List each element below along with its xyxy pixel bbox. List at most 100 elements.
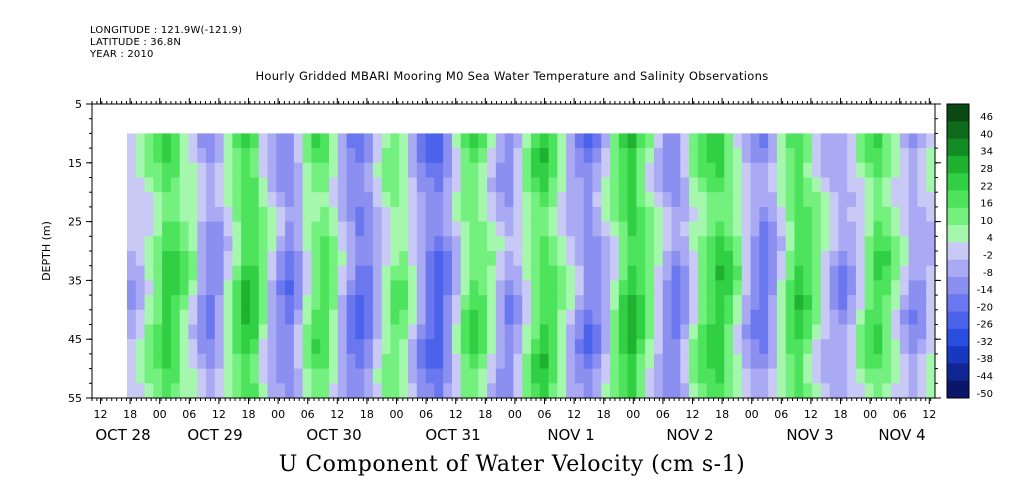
heatmap-cell (214, 236, 225, 252)
heatmap-cell (531, 251, 541, 267)
heatmap-cell (258, 280, 269, 296)
heatmap-cell (882, 265, 892, 281)
heatmap-cell (662, 148, 673, 164)
heatmap-cell (855, 383, 866, 399)
heatmap-cell (891, 295, 901, 311)
heatmap-cell (671, 368, 681, 384)
heatmap-cell (399, 251, 409, 267)
heatmap-cell (364, 309, 374, 326)
heatmap-cell (820, 353, 831, 370)
heatmap-cell (162, 236, 172, 252)
heatmap-cell (495, 236, 506, 252)
heatmap-cell (855, 353, 866, 370)
heatmap-cell (135, 368, 146, 384)
heatmap-cell (267, 221, 277, 237)
heatmap-cell (680, 251, 690, 267)
heatmap-cell (917, 383, 927, 399)
heatmap-cell (636, 280, 646, 296)
heatmap-cell (408, 324, 418, 340)
heatmap-cell (671, 206, 681, 223)
x-hour-label: 12 (330, 408, 344, 421)
heatmap-cell (337, 295, 348, 311)
y-tick-label: 45 (68, 333, 82, 346)
heatmap-cell (574, 309, 585, 326)
heatmap-cell (320, 265, 330, 281)
heatmap-cell (759, 309, 769, 326)
heatmap-cell (882, 324, 892, 340)
heatmap-cell (451, 221, 462, 237)
heatmap-cell (653, 383, 664, 399)
heatmap-cell (873, 280, 883, 296)
heatmap-cell (425, 295, 435, 311)
heatmap-cell (372, 251, 383, 267)
heatmap-cell (548, 265, 558, 281)
heatmap-cell (522, 339, 532, 355)
heatmap-cell (241, 339, 251, 355)
heatmap-cell (241, 148, 251, 164)
heatmap-cell (179, 251, 190, 267)
heatmap-cell (390, 162, 400, 179)
heatmap-cell (645, 148, 655, 164)
heatmap-cell (223, 280, 233, 296)
heatmap-cell (249, 177, 260, 193)
heatmap-cell (329, 368, 339, 384)
heatmap-cell (249, 339, 260, 355)
x-hour-label: 12 (567, 408, 581, 421)
heatmap-cell (671, 221, 681, 237)
heatmap-cell (188, 280, 198, 296)
colorbar-swatch (947, 259, 969, 278)
heatmap-cell (188, 265, 198, 281)
heatmap-cell (680, 353, 690, 370)
heatmap-cell (451, 324, 462, 340)
heatmap-cell (803, 148, 813, 164)
heatmap-cell (355, 206, 365, 223)
heatmap-cell (206, 251, 216, 267)
heatmap-cell (416, 309, 427, 326)
heatmap-cell (785, 251, 796, 267)
heatmap-cell (548, 309, 558, 326)
heatmap-cell (574, 162, 585, 179)
heatmap-cell (276, 177, 286, 193)
heatmap-cell (689, 251, 699, 267)
heatmap-cell (776, 236, 787, 252)
heatmap-cell (610, 368, 620, 384)
colorbar-label: -50 (977, 389, 993, 400)
heatmap-cell (399, 353, 409, 370)
heatmap-cell (214, 133, 225, 149)
heatmap-cell (170, 324, 181, 340)
heatmap-cell (706, 295, 717, 311)
heatmap-cell (329, 280, 339, 296)
heatmap-cell (372, 206, 383, 223)
heatmap-cell (329, 206, 339, 223)
x-hour-label: 06 (656, 408, 670, 421)
heatmap-cell (478, 251, 488, 267)
heatmap-cell (381, 324, 392, 340)
heatmap-cell (179, 192, 190, 208)
heatmap-cell (408, 206, 418, 223)
heatmap-cell (302, 324, 313, 340)
heatmap-cell (864, 339, 875, 355)
heatmap-cell (899, 383, 910, 399)
heatmap-cell (715, 339, 725, 355)
x-hour-label: 06 (893, 408, 907, 421)
heatmap-cell (531, 353, 541, 370)
x-hour-label: 18 (242, 408, 256, 421)
heatmap-cell (768, 133, 778, 149)
heatmap-cell (829, 265, 839, 281)
heatmap-cell (847, 280, 857, 296)
heatmap-cell (662, 339, 673, 355)
heatmap-cell (285, 133, 295, 149)
heatmap-cell (241, 353, 251, 370)
heatmap-cell (522, 162, 532, 179)
heatmap-cell (627, 236, 637, 252)
heatmap-cell (803, 192, 813, 208)
heatmap-cell (522, 236, 532, 252)
heatmap-cell (443, 309, 453, 326)
heatmap-cell (337, 133, 348, 149)
heatmap-cell (653, 148, 664, 164)
heatmap-cell (724, 280, 734, 296)
heatmap-cell (627, 280, 637, 296)
heatmap-cell (891, 280, 901, 296)
heatmap-cell (179, 353, 190, 370)
heatmap-cell (531, 339, 541, 355)
